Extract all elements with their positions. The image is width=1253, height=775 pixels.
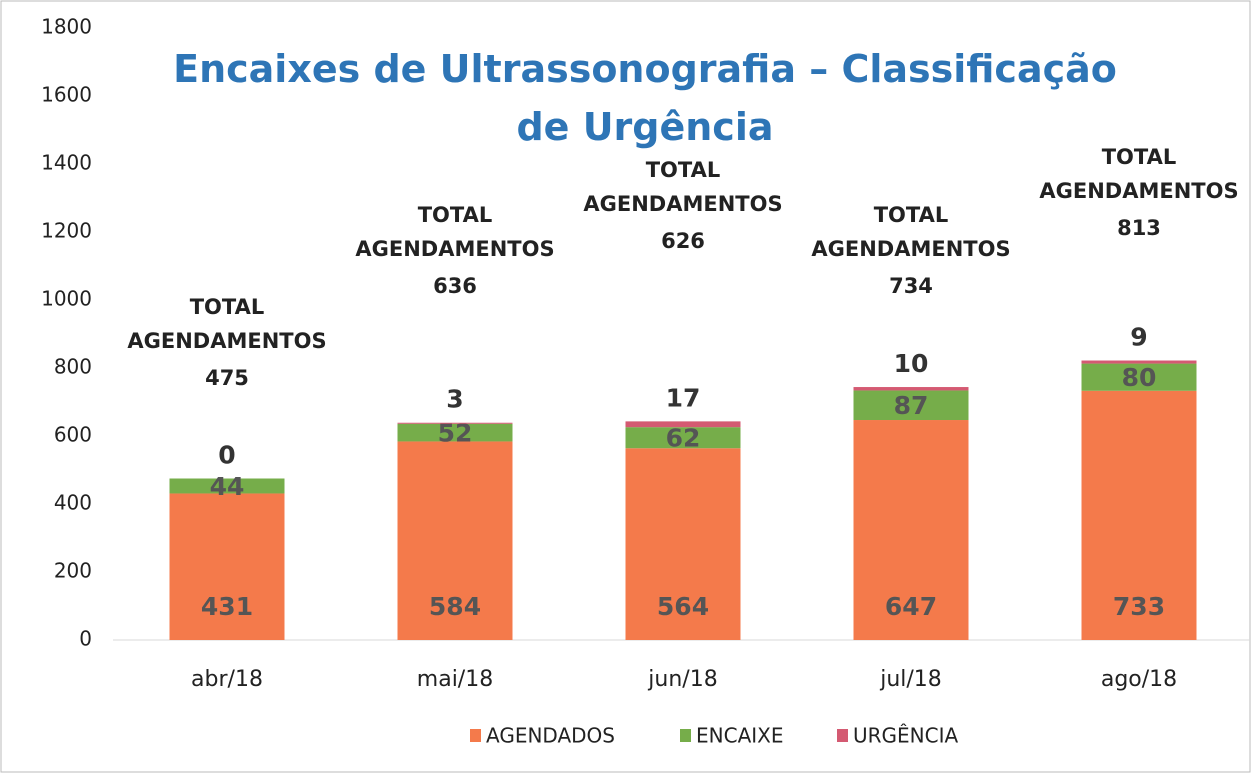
annotation-label: TOTAL AGENDAMENTOS bbox=[127, 295, 326, 353]
y-tick-label: 1400 bbox=[41, 151, 92, 175]
data-label: 9 bbox=[1130, 323, 1147, 352]
data-label: 3 bbox=[446, 385, 463, 414]
legend-swatch bbox=[680, 729, 691, 742]
annotation-value: 734 bbox=[889, 274, 933, 298]
data-label: 62 bbox=[666, 424, 701, 453]
data-label: 584 bbox=[429, 592, 481, 621]
annotation-label: TOTAL AGENDAMENTOS bbox=[811, 203, 1010, 261]
y-tick-label: 1800 bbox=[41, 15, 92, 39]
data-label: 44 bbox=[210, 472, 245, 501]
bar-segment bbox=[853, 390, 969, 421]
legend-label: URGÊNCIA bbox=[853, 724, 958, 748]
y-tick-label: 800 bbox=[54, 355, 92, 379]
bar-segment bbox=[853, 387, 969, 391]
y-tick-label: 400 bbox=[54, 491, 92, 515]
bar-segment bbox=[625, 427, 741, 449]
data-label: 10 bbox=[894, 349, 929, 378]
data-label: 647 bbox=[885, 592, 937, 621]
legend-label: ENCAIXE bbox=[696, 724, 783, 748]
bar-segment bbox=[397, 423, 513, 442]
annotation-value: 636 bbox=[433, 274, 477, 298]
x-tick-label: jun/18 bbox=[647, 667, 717, 692]
x-tick-label: abr/18 bbox=[191, 667, 263, 692]
bar-segment bbox=[625, 448, 741, 640]
bar-segment bbox=[397, 441, 513, 640]
legend-swatch bbox=[470, 729, 481, 742]
bar-segment bbox=[853, 420, 969, 640]
y-tick-label: 1000 bbox=[41, 287, 92, 311]
data-label: 564 bbox=[657, 592, 709, 621]
y-tick-label: 1200 bbox=[41, 219, 92, 243]
annotation-label: TOTAL AGENDAMENTOS bbox=[355, 203, 554, 261]
x-tick-label: jul/18 bbox=[879, 667, 942, 692]
annotation-label: TOTAL AGENDAMENTOS bbox=[1039, 145, 1238, 203]
data-label: 17 bbox=[666, 383, 701, 412]
x-tick-label: mai/18 bbox=[417, 667, 493, 692]
data-label: 87 bbox=[894, 391, 929, 420]
bar-segment bbox=[169, 493, 285, 640]
x-tick-label: ago/18 bbox=[1101, 667, 1177, 692]
y-tick-label: 1600 bbox=[41, 83, 92, 107]
bar-segment bbox=[625, 421, 741, 428]
bar-segment bbox=[1081, 390, 1197, 640]
data-label: 431 bbox=[201, 592, 253, 621]
annotation-value: 813 bbox=[1117, 216, 1161, 240]
annotation-value: 626 bbox=[661, 229, 705, 253]
y-tick-label: 600 bbox=[54, 423, 92, 447]
data-label: 0 bbox=[218, 441, 235, 470]
data-label: 80 bbox=[1122, 363, 1157, 392]
legend-label: AGENDADOS bbox=[486, 724, 615, 748]
bar-segment bbox=[1081, 363, 1197, 391]
y-tick-label: 200 bbox=[54, 559, 92, 583]
bar-segment bbox=[1081, 360, 1197, 364]
bar-segment bbox=[169, 478, 285, 494]
data-label: 733 bbox=[1113, 592, 1165, 621]
y-tick-label: 0 bbox=[79, 627, 92, 651]
legend-swatch bbox=[837, 729, 848, 742]
annotation-label: TOTAL AGENDAMENTOS bbox=[583, 158, 782, 216]
annotation-value: 475 bbox=[205, 366, 249, 390]
chart-title: Encaixes de Ultrassonografia – Classific… bbox=[173, 47, 1117, 149]
bar-segment bbox=[397, 422, 513, 424]
